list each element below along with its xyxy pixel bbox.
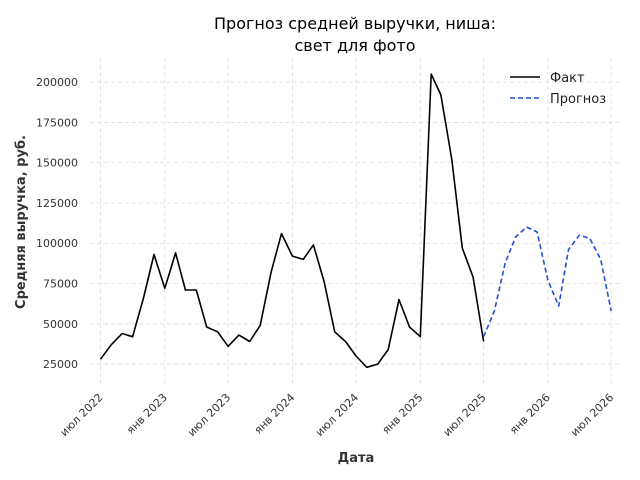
x-axis-label: Дата — [338, 451, 375, 466]
legend-label-fact: Факт — [550, 71, 585, 86]
x-tick-label: июл 2024 — [313, 391, 361, 439]
legend: Факт Прогноз — [510, 71, 606, 107]
x-tick-label: июл 2025 — [441, 391, 489, 439]
x-tick-label: июл 2026 — [568, 391, 616, 439]
y-axis-ticks: 25000 50000 75000 100000 125000 150000 175000 2… — [36, 76, 78, 371]
y-tick-label: 75000 — [43, 278, 78, 291]
y-tick-label: 125000 — [36, 197, 78, 210]
x-tick-label: июл 2022 — [58, 391, 106, 439]
grid — [90, 58, 622, 385]
x-tick-label: июл 2023 — [185, 391, 233, 439]
series-line-fact — [99, 73, 485, 369]
y-tick-label: 100000 — [36, 237, 78, 250]
legend-label-forecast: Прогноз — [550, 92, 606, 107]
y-tick-label: 175000 — [36, 116, 78, 129]
x-tick-label: янв 2023 — [124, 391, 170, 437]
chart-title-line2: свет для фото — [294, 36, 415, 55]
y-tick-label: 25000 — [43, 358, 78, 371]
series-line-forecast — [482, 226, 612, 338]
x-tick-label: янв 2024 — [252, 391, 298, 437]
y-tick-label: 150000 — [36, 157, 78, 170]
y-tick-label: 200000 — [36, 76, 78, 89]
x-tick-label: янв 2025 — [380, 391, 426, 437]
x-tick-label: янв 2026 — [507, 391, 553, 437]
series-layer — [99, 73, 612, 369]
y-axis-label: Средняя выручка, руб. — [14, 135, 29, 309]
chart-title-line1: Прогноз средней выручки, ниша: — [214, 14, 496, 33]
y-tick-label: 50000 — [43, 318, 78, 331]
x-axis-ticks: июл 2022 янв 2023 июл 2023 янв 2024 июл 2024… — [58, 391, 617, 439]
